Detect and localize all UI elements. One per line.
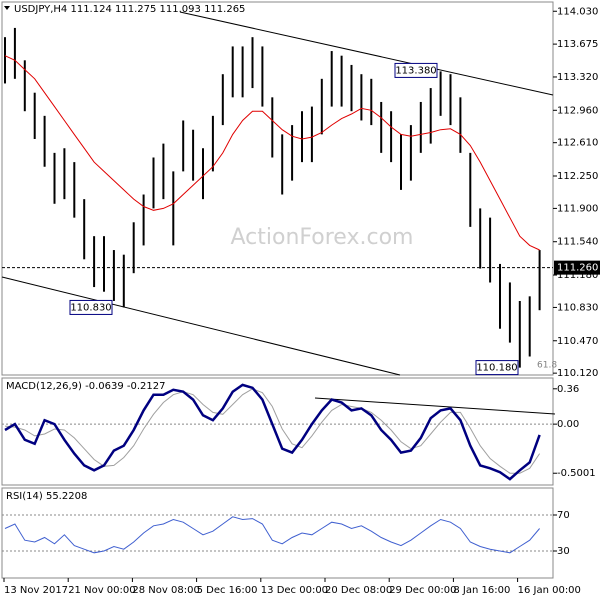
price-annotation: 110.180 bbox=[476, 363, 517, 374]
x-tick-label: 13 Dec 00:00 bbox=[261, 585, 328, 596]
y-tick-label: 110.830 bbox=[557, 302, 598, 313]
x-tick-label: 20 Dec 08:00 bbox=[325, 585, 392, 596]
y-tick-label: -0.5001 bbox=[557, 468, 596, 479]
trend-line bbox=[179, 11, 554, 96]
y-tick-label: 114.030 bbox=[557, 6, 598, 17]
moving-average bbox=[4, 55, 540, 251]
x-tick-label: 16 Jan 00:00 bbox=[518, 585, 581, 596]
x-tick-label: 29 Dec 00:00 bbox=[389, 585, 456, 596]
x-tick-label: 8 Jan 16:00 bbox=[453, 585, 510, 596]
price-annotation-box bbox=[394, 62, 438, 78]
last-price-box bbox=[554, 260, 600, 275]
y-tick-label: 0.00 bbox=[557, 419, 579, 430]
price-annotation-box bbox=[69, 299, 113, 315]
y-tick-label: 111.900 bbox=[557, 203, 598, 214]
rsi-title: RSI(14) 55.2208 bbox=[6, 491, 87, 502]
y-tick-label: 0.36 bbox=[557, 384, 579, 395]
x-tick-label: 21 Nov 00:00 bbox=[68, 585, 135, 596]
y-tick-label: 112.960 bbox=[557, 105, 598, 116]
menu-arrow bbox=[4, 6, 10, 10]
y-tick-label: 113.320 bbox=[557, 72, 598, 83]
y-tick-label: 70 bbox=[557, 510, 570, 521]
rsi-panel bbox=[1, 487, 554, 579]
y-tick-label: 30 bbox=[557, 546, 570, 557]
price-panel bbox=[1, 1, 554, 376]
y-tick-label: 113.675 bbox=[557, 39, 598, 50]
y-tick-label: 112.250 bbox=[557, 171, 598, 182]
x-tick-label: 13 Nov 2017 bbox=[4, 585, 68, 596]
y-tick-label: 110.470 bbox=[557, 336, 598, 347]
macd-title: MACD(12,26,9) -0.0639 -0.2127 bbox=[6, 381, 166, 392]
chart-title: USDJPY,H4 111.124 111.275 111.093 111.26… bbox=[14, 4, 245, 15]
x-tick-label: 28 Nov 08:00 bbox=[132, 585, 199, 596]
macd-panel bbox=[1, 377, 554, 486]
price-annotation: 110.830 bbox=[70, 302, 111, 313]
y-tick-label: 111.180 bbox=[557, 270, 598, 281]
watermark: ActionForex.com bbox=[231, 225, 414, 250]
last-price-label: 111.260 bbox=[557, 263, 598, 274]
trend-line bbox=[314, 397, 556, 415]
price-annotation-box bbox=[475, 360, 519, 376]
rsi-line bbox=[4, 516, 540, 554]
y-tick-label: 110.120 bbox=[557, 368, 598, 379]
signal-line bbox=[4, 388, 541, 474]
y-tick-label: 112.610 bbox=[557, 138, 598, 149]
y-tick-label: 111.540 bbox=[557, 237, 598, 248]
price-annotation: 113.380 bbox=[395, 65, 436, 76]
trend-line bbox=[1, 276, 401, 376]
fib-level: 61.8 bbox=[537, 361, 557, 371]
macd-line bbox=[4, 383, 541, 481]
x-tick-label: 5 Dec 16:00 bbox=[197, 585, 258, 596]
